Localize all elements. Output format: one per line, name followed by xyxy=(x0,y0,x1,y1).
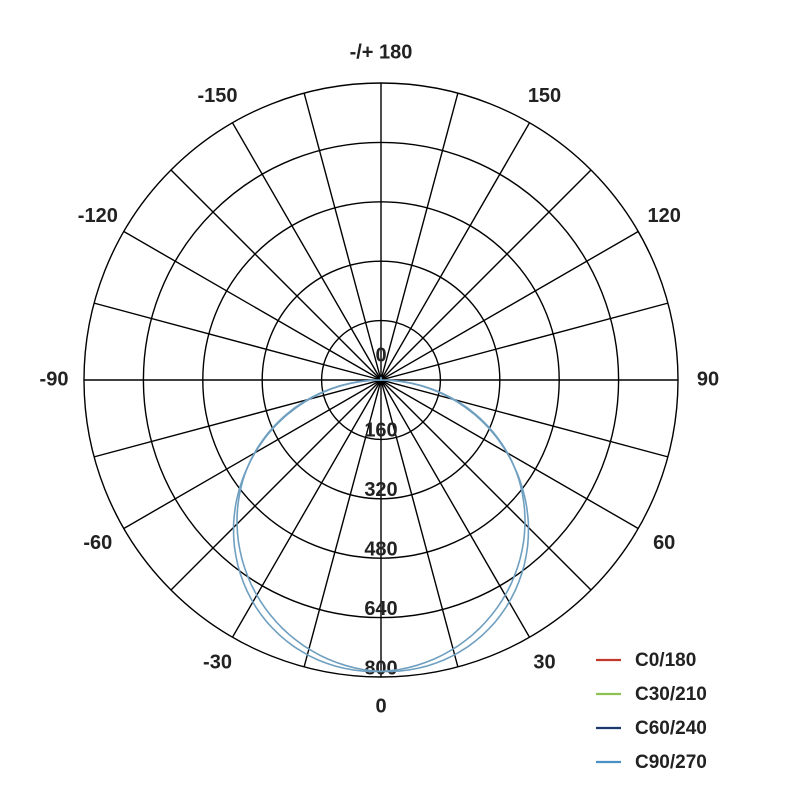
svg-text:60: 60 xyxy=(653,532,675,554)
svg-text:C30/210: C30/210 xyxy=(635,684,707,705)
svg-text:-/+ 180: -/+ 180 xyxy=(350,41,413,63)
svg-text:0: 0 xyxy=(375,344,386,366)
svg-text:-60: -60 xyxy=(83,532,112,554)
svg-text:C90/270: C90/270 xyxy=(635,752,707,773)
svg-text:-150: -150 xyxy=(197,85,237,107)
svg-text:C0/180: C0/180 xyxy=(635,650,696,671)
svg-text:C60/240: C60/240 xyxy=(635,718,707,739)
svg-text:90: 90 xyxy=(697,368,719,390)
svg-text:480: 480 xyxy=(364,538,397,560)
svg-text:0: 0 xyxy=(375,695,386,717)
svg-text:320: 320 xyxy=(364,479,397,501)
svg-text:30: 30 xyxy=(533,651,555,673)
svg-text:800: 800 xyxy=(364,657,397,679)
svg-text:-30: -30 xyxy=(203,651,232,673)
svg-text:-90: -90 xyxy=(40,368,69,390)
svg-text:-120: -120 xyxy=(78,205,118,227)
svg-text:160: 160 xyxy=(364,420,397,442)
svg-text:640: 640 xyxy=(364,598,397,620)
svg-text:150: 150 xyxy=(528,85,561,107)
svg-text:120: 120 xyxy=(648,205,681,227)
